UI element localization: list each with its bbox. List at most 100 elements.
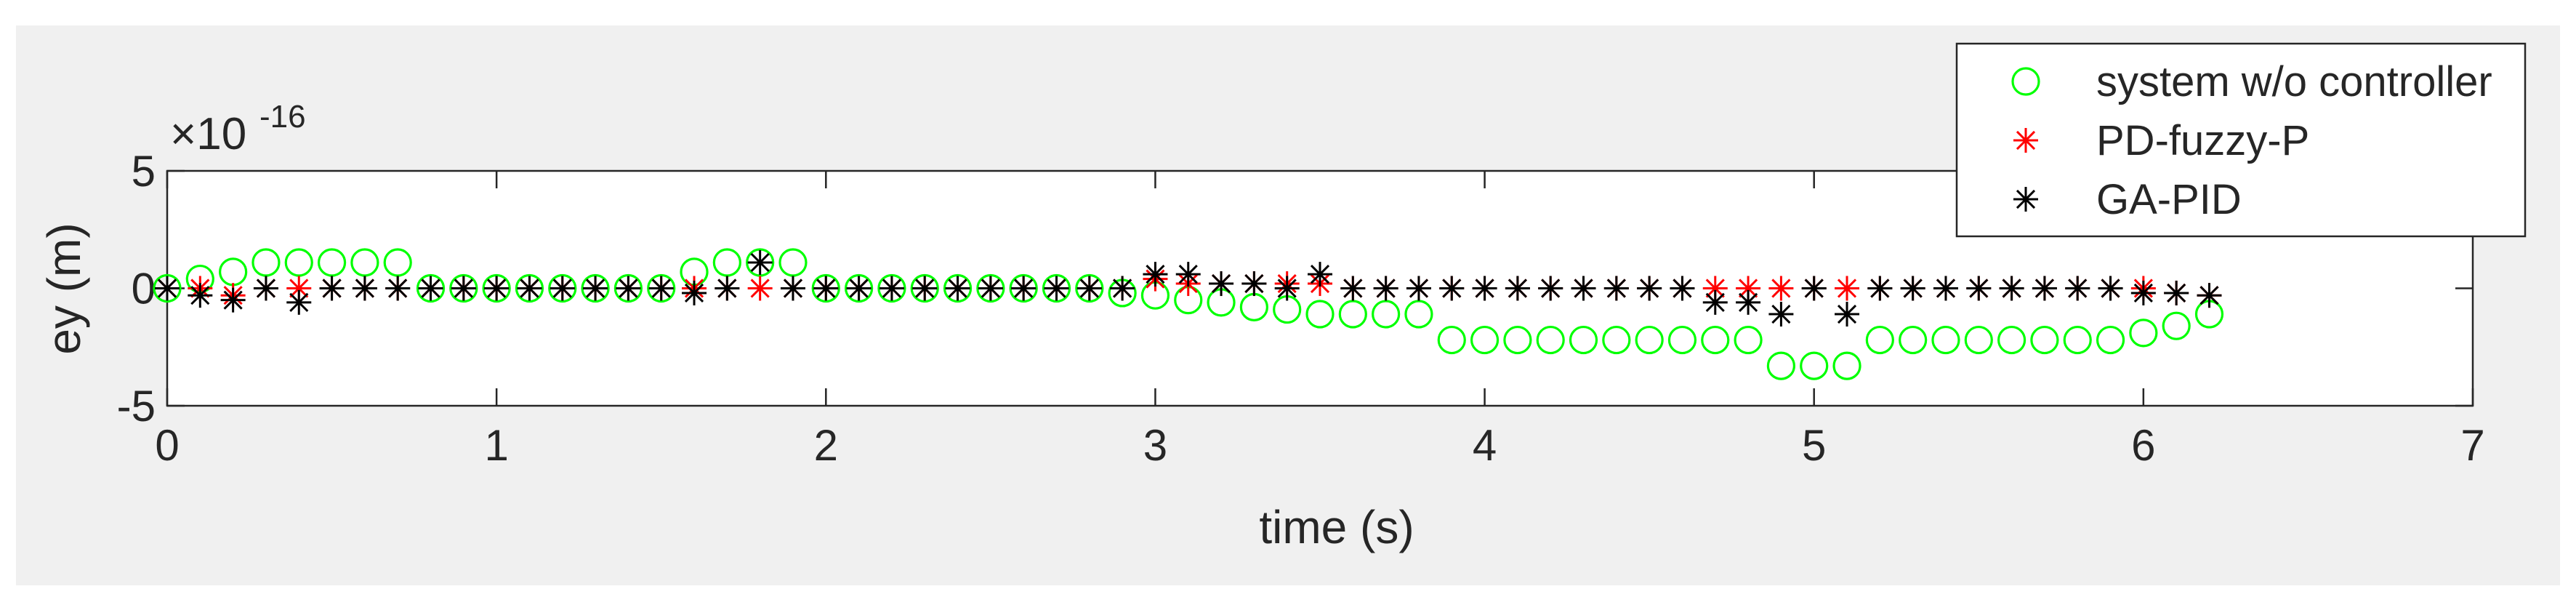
x-tick-label: 2 [814,421,838,470]
asterisk-stroke [1113,279,1132,298]
asterisk-stroke [1178,265,1198,284]
legend-box [1955,42,2527,238]
asterisk-stroke [1376,279,1396,298]
asterisk-stroke [816,279,836,298]
data-point [1044,276,1069,301]
asterisk-stroke [2016,189,2036,209]
data-point [418,276,443,301]
asterisk-stroke [1739,279,1758,298]
data-point [879,276,904,301]
data-point [1768,302,1794,327]
asterisk-stroke [849,279,869,298]
asterisk-stroke [2002,279,2021,298]
asterisk-stroke [1343,279,1363,298]
data-point [1701,325,1730,355]
asterisk-stroke [2167,283,2186,303]
x-tick-label: 5 [1802,421,1826,470]
data-point [613,273,643,303]
data-point [1933,276,1958,301]
asterisk-stroke [2133,283,2153,303]
y-axis-exponent-power: -16 [259,99,306,135]
data-point [1110,276,1135,301]
x-tick-label: 6 [2131,421,2155,470]
data-point [1999,276,2024,301]
legend: system w/o controller PD-fuzzy-P GA-PID [1955,42,2527,238]
x-tick-label: 3 [1143,421,1167,470]
data-point [1505,276,1530,301]
data-point [1503,325,1532,355]
data-point [548,273,577,303]
data-point [2065,276,2090,301]
data-point [1766,351,1795,380]
data-point [1667,325,1697,355]
y-tick-label: -5 [117,382,156,430]
data-point [1340,276,1366,301]
axis-ticks: 0 1 2 3 4 5 6 7-505 [117,147,2485,470]
asterisk-stroke [1079,279,1099,298]
data-point [746,248,775,277]
data-point [682,280,707,305]
data-point [1867,276,1893,301]
data-point [2098,276,2123,301]
data-point [350,248,379,277]
data-point [910,273,939,303]
legend-label: GA-PID [2096,176,2242,223]
data-point [1308,262,1332,287]
data-point [517,276,542,301]
asterisk-stroke [1804,279,1824,298]
data-point [647,273,676,303]
data-point [877,273,906,303]
asterisk-stroke [684,283,704,303]
asterisk-stroke [520,279,539,298]
data-point [715,276,740,301]
data-point [153,273,182,303]
data-point [1899,325,1928,355]
data-point [1338,300,1367,329]
asterisk-stroke [1936,279,1956,298]
asterisk-stroke [421,279,440,298]
data-point [1865,325,1894,355]
data-point [1602,325,1631,355]
y-tick-label: 5 [132,147,156,196]
data-point [1009,273,1038,303]
asterisk-stroke [454,279,473,298]
data-point [1637,276,1662,301]
asterisk-stroke [1837,304,1857,324]
asterisk-stroke [1541,279,1561,298]
data-point [1702,289,1728,315]
data-point [2164,280,2189,305]
data-point [648,276,674,301]
data-point [286,289,312,315]
asterisk-stroke [2034,279,2054,298]
data-point [1734,325,1763,355]
data-point [1011,276,1037,301]
data-point [451,276,476,301]
asterisk-stroke [717,279,737,298]
asterisk-stroke [322,279,342,298]
legend-label: PD-fuzzy-P [2096,117,2309,164]
data-point [1472,276,1497,301]
data-point [1373,276,1398,301]
asterisk-stroke [1903,279,1923,298]
data-point [844,273,874,303]
data-point [1536,325,1565,355]
x-tick-label: 7 [2460,421,2484,470]
data-point [317,248,347,277]
asterisk-stroke [2068,279,2088,298]
asterisk-stroke [289,279,309,298]
data-point [251,248,281,277]
data-point [1768,276,1794,301]
asterisk-stroke [1673,279,1692,298]
asterisk-stroke [487,279,507,298]
asterisk-stroke [750,252,770,273]
asterisk-stroke [882,279,901,298]
asterisk-stroke [1508,279,1527,298]
data-point [1241,271,1267,297]
asterisk-stroke [1837,279,1857,298]
data-point [1406,276,1431,301]
legend-label: system w/o controller [2096,58,2492,105]
asterisk-stroke [190,286,210,305]
legend-marker [2011,67,2040,96]
data-point [943,273,973,303]
data-point [1966,276,1992,301]
